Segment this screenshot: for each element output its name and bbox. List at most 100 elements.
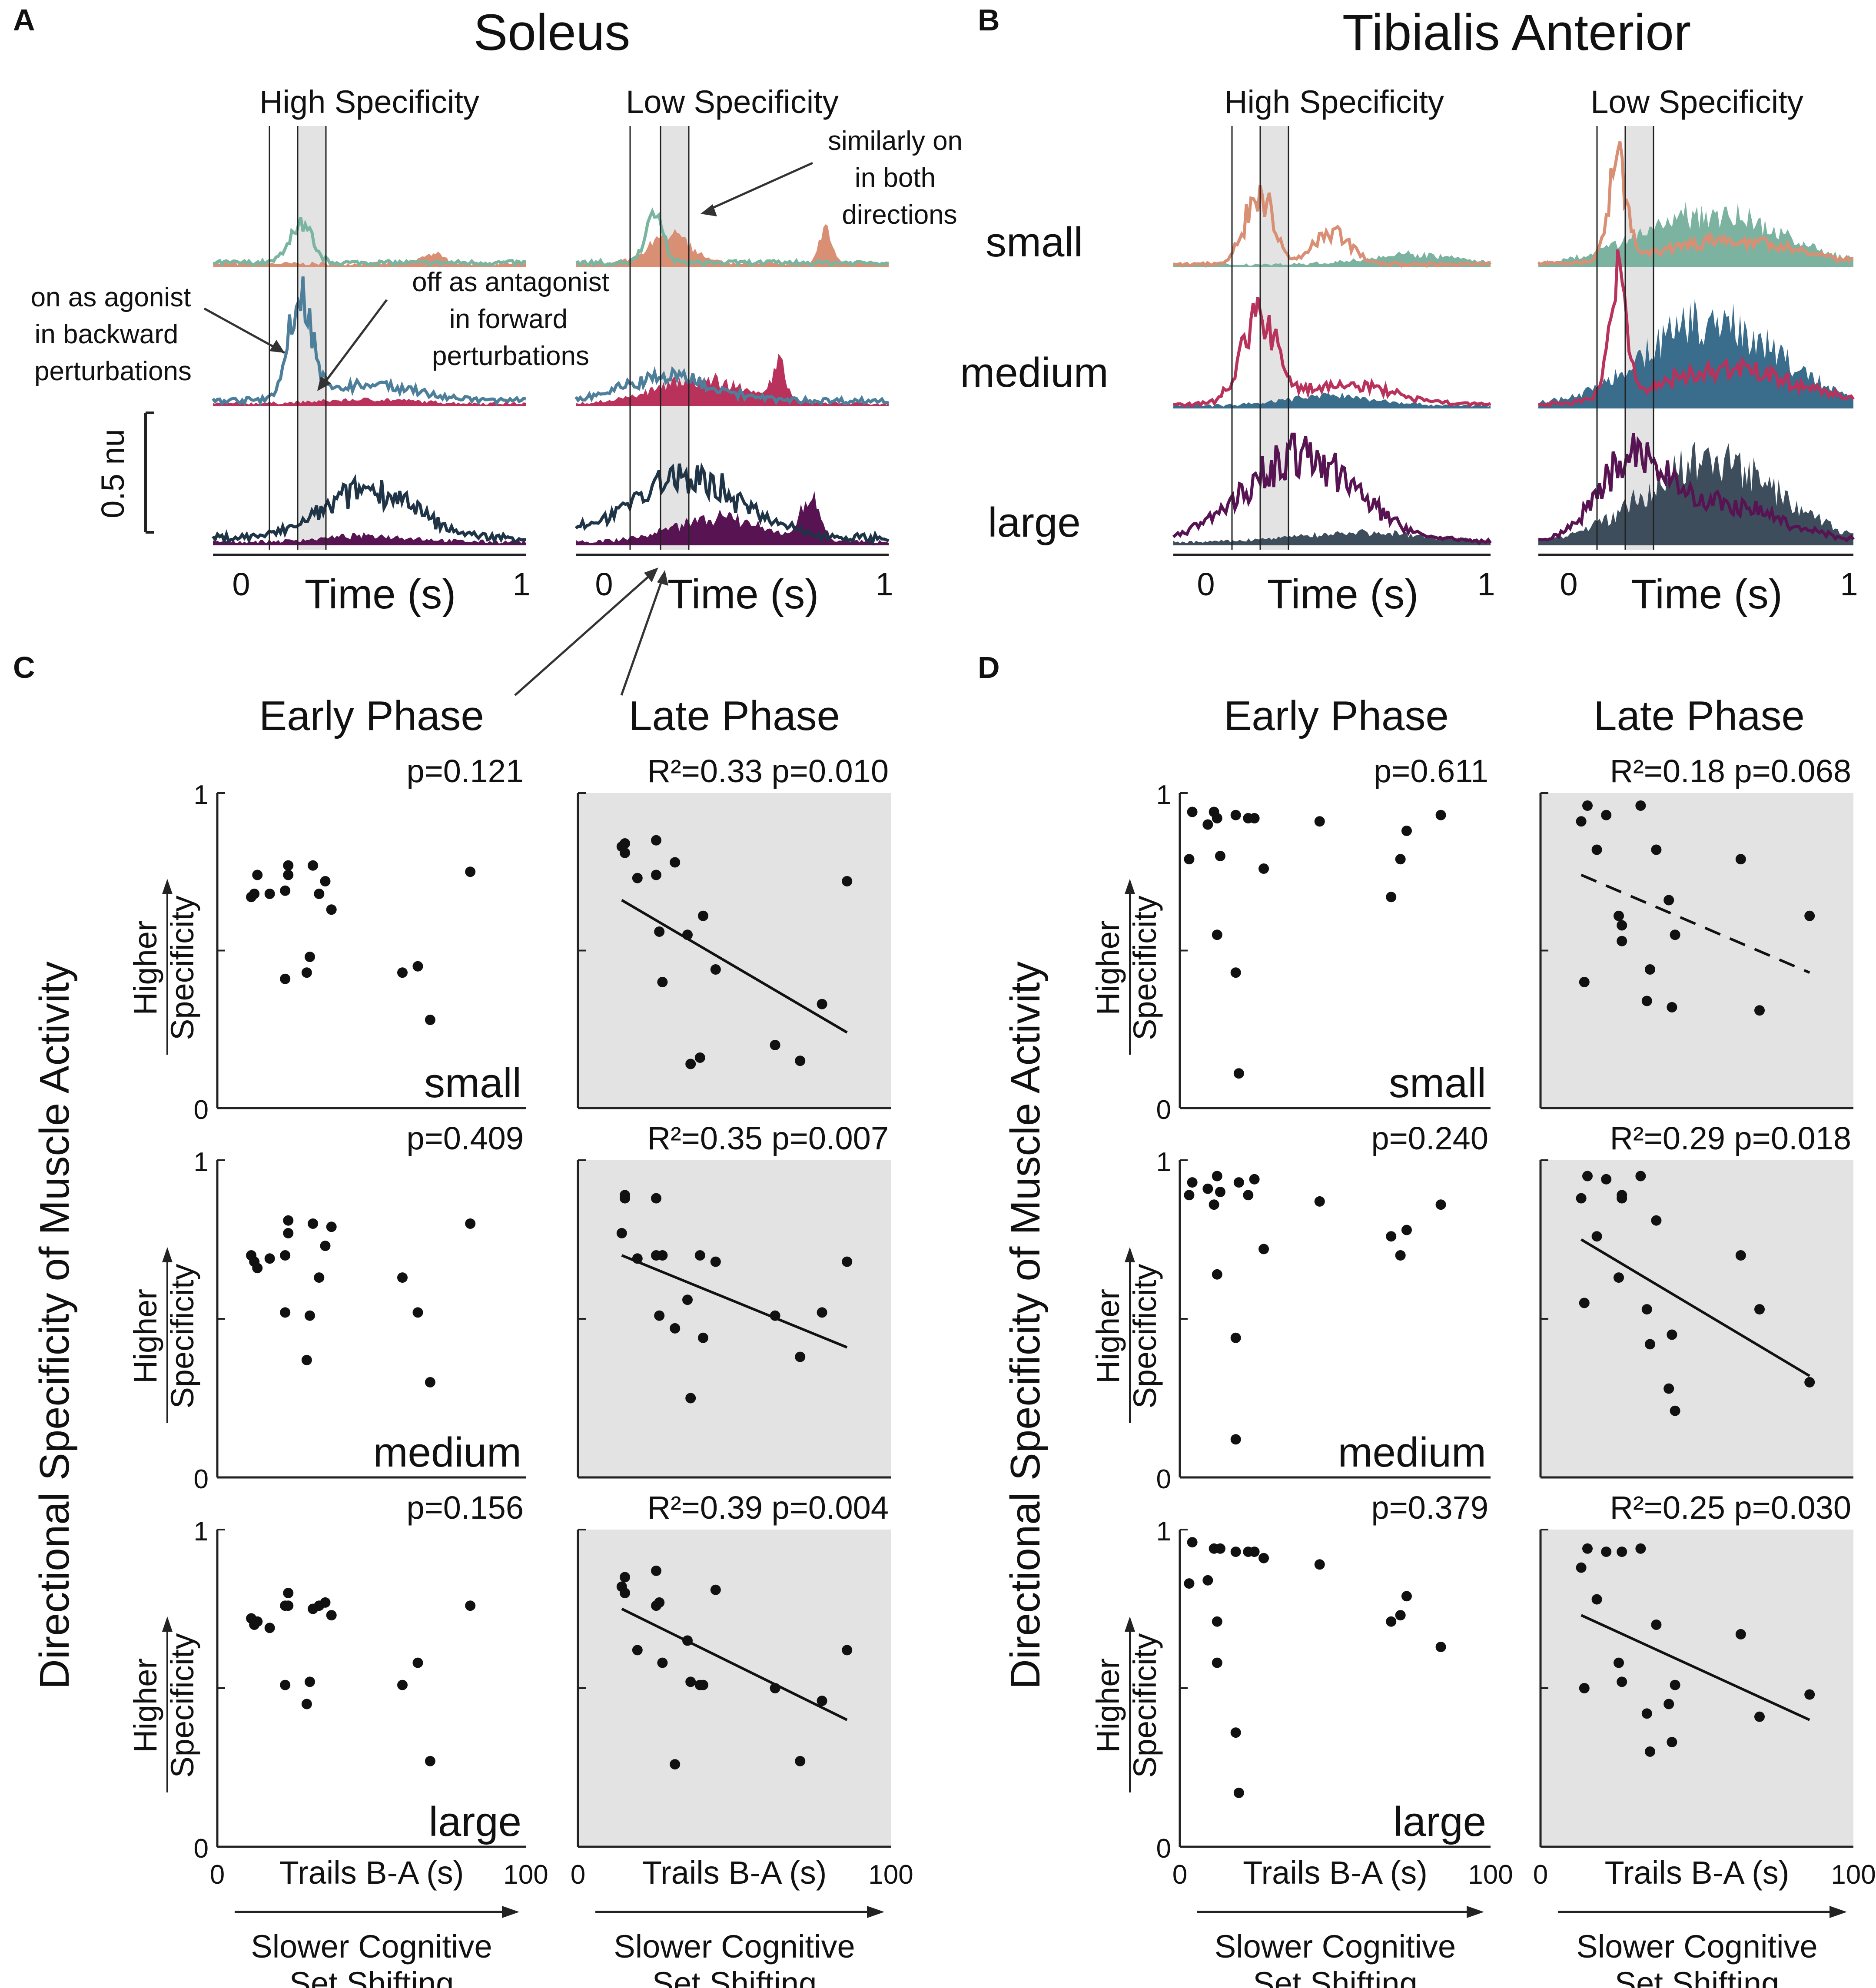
data-point [397,1272,408,1283]
higher-label: Higher [127,921,163,1016]
x-axis-label: Trails B-A (s) [279,1855,464,1891]
trace-x-label: Time (s) [667,571,819,617]
stat-label: p=0.156 [406,1490,524,1526]
data-point [1230,1727,1241,1738]
data-point [280,1250,291,1261]
data-point [1635,1171,1646,1182]
data-point [252,870,263,880]
data-point [425,1756,435,1766]
stat-label: p=0.121 [406,753,524,789]
y-tick-label-1: 1 [194,1517,209,1547]
data-point [1401,1225,1412,1235]
trace-line-small [575,207,889,268]
slower-label-2: Set Shifting [652,1965,817,1988]
trace-title-soleus-high: High Specificity [259,84,479,120]
data-point [1386,892,1397,903]
row-label-medium: medium [960,349,1108,396]
data-point [1215,1543,1225,1554]
trace-panel-soleus-high: 0 1 Time (s) [212,126,531,617]
data-point [1576,1562,1587,1573]
data-point [1582,800,1593,811]
higher-specificity-arrowhead [162,879,173,894]
data-point [620,1572,630,1583]
scatter-soleus-early-large: 1 0 Higher Specificity large p=0.156 0 100 Trail… [127,1490,548,1891]
data-point [842,1256,853,1267]
data-point [412,1657,423,1668]
data-point [412,961,423,972]
scatter-background [578,793,891,1108]
slower-label-1: Slower Cognitive [614,1928,855,1965]
trace-x-label: Time (s) [1267,571,1418,617]
higher-specificity-arrowhead [162,1616,173,1632]
x-tick-label-100: 100 [1468,1860,1513,1890]
data-point [1187,806,1198,817]
data-point [1617,1193,1627,1204]
y-tick-label-1: 1 [194,780,209,810]
data-point [682,1294,693,1305]
data-point [320,1241,331,1251]
data-point [1576,816,1587,827]
data-point [1651,844,1662,855]
x-axis-label: Trails B-A (s) [1605,1855,1790,1891]
annotation-antagonist-line3: perturbations [432,341,589,371]
data-point [1209,1199,1219,1210]
trace-fill-medium [213,397,526,406]
scatter-tibialis-anterior-early-medium: 1 0 Higher Specificity medium p=0.240 [1090,1120,1491,1494]
data-point [305,1310,315,1321]
stat-label: R²=0.25 p=0.030 [1610,1490,1851,1526]
data-point [698,1332,708,1343]
data-point [283,1588,294,1598]
data-point [1663,1383,1674,1394]
data-point [1258,1553,1269,1563]
stat-label: R²=0.29 p=0.018 [1610,1120,1851,1156]
data-point [1212,813,1222,823]
data-point [320,876,331,886]
data-point [308,860,319,871]
data-point [1667,1737,1677,1748]
data-point [1663,895,1674,906]
y-tick-label-1: 1 [1156,1147,1171,1177]
data-point [842,876,853,886]
data-point [620,1588,630,1598]
data-point [1212,1657,1222,1668]
data-point [682,929,693,940]
trace-tick-1: 1 [1477,566,1495,602]
data-point [283,870,294,880]
data-point [1735,1250,1746,1261]
data-point [632,873,643,883]
data-point [1754,1711,1765,1722]
data-point [280,1307,291,1318]
data-point [1617,1676,1627,1687]
trace-line-medium [212,276,526,407]
y-tick-label-0: 0 [1156,1464,1171,1494]
data-point [314,1272,325,1283]
data-point [651,1565,661,1576]
data-point [651,870,661,880]
slower-arrowhead [1830,1906,1847,1918]
data-point [326,1610,337,1621]
data-point [465,866,476,877]
scale-bar: 0.5 nu [95,412,154,534]
data-point [842,1645,853,1656]
data-point [1735,854,1746,865]
higher-specificity-arrowhead [1125,879,1135,894]
slower-arrowhead [867,1906,884,1918]
slower-label-2: Set Shifting [1253,1965,1417,1988]
data-point [1184,1190,1195,1201]
data-point [1202,1575,1213,1586]
data-point [280,973,291,984]
data-point [620,1190,630,1201]
y-tick-label-0: 0 [194,1095,209,1125]
fit-line [621,1254,848,1349]
x-tick-label-0: 0 [1172,1860,1187,1890]
trace-fill-small [576,224,889,267]
size-label: medium [1338,1429,1486,1476]
data-point [1215,851,1225,861]
scatter-title-ta-early: Early Phase [1224,693,1449,739]
data-point [1601,1547,1612,1557]
trace-line-large [1172,432,1492,545]
annotation-similarly-line2: in both [855,163,936,193]
scatter-tibialis-anterior-late-medium: R²=0.29 p=0.018 [1539,1120,1853,1479]
x-tick-label-100: 100 [503,1860,548,1890]
data-point [1641,1304,1652,1315]
